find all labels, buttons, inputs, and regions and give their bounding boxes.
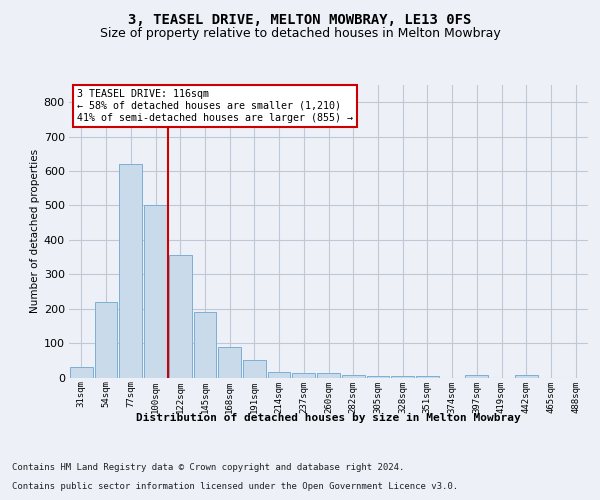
- Text: Contains HM Land Registry data © Crown copyright and database right 2024.: Contains HM Land Registry data © Crown c…: [12, 464, 404, 472]
- Bar: [119, 164, 142, 378]
- Text: Distribution of detached houses by size in Melton Mowbray: Distribution of detached houses by size …: [136, 412, 521, 422]
- Bar: [391, 376, 414, 378]
- Text: 3, TEASEL DRIVE, MELTON MOWBRAY, LE13 0FS: 3, TEASEL DRIVE, MELTON MOWBRAY, LE13 0F…: [128, 12, 472, 26]
- Bar: [95, 302, 118, 378]
- Bar: [243, 360, 266, 378]
- Bar: [342, 375, 365, 378]
- Bar: [515, 375, 538, 378]
- Bar: [218, 347, 241, 378]
- Text: Size of property relative to detached houses in Melton Mowbray: Size of property relative to detached ho…: [100, 28, 500, 40]
- Bar: [292, 373, 315, 378]
- Bar: [466, 375, 488, 378]
- Text: 3 TEASEL DRIVE: 116sqm
← 58% of detached houses are smaller (1,210)
41% of semi-: 3 TEASEL DRIVE: 116sqm ← 58% of detached…: [77, 90, 353, 122]
- Bar: [144, 206, 167, 378]
- Bar: [416, 376, 439, 378]
- Bar: [268, 372, 290, 378]
- Bar: [367, 376, 389, 378]
- Y-axis label: Number of detached properties: Number of detached properties: [29, 149, 40, 314]
- Bar: [70, 367, 93, 378]
- Bar: [317, 373, 340, 378]
- Bar: [169, 254, 191, 378]
- Bar: [194, 312, 216, 378]
- Text: Contains public sector information licensed under the Open Government Licence v3: Contains public sector information licen…: [12, 482, 458, 491]
